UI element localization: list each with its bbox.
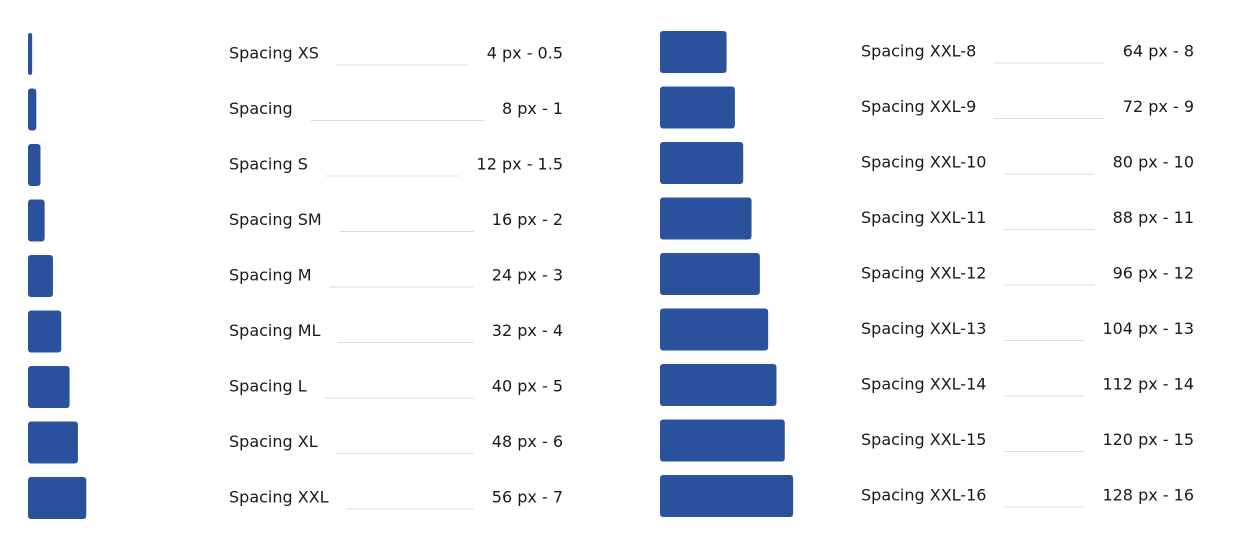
spacing-bar: [660, 364, 777, 406]
spacing-name: Spacing XXL-14: [861, 375, 986, 394]
spacing-bar: [660, 197, 752, 240]
spacing-bar: [28, 421, 78, 464]
spacing-bar: [660, 253, 760, 295]
spacing-bar: [28, 310, 62, 353]
spacing-bar: [660, 31, 727, 73]
spacing-value: 120 px - 15: [1102, 430, 1194, 449]
spacing-name: Spacing XXL: [229, 488, 329, 507]
spacing-value: 96 px - 12: [1113, 264, 1194, 283]
spacing-value: 112 px - 14: [1102, 375, 1194, 394]
spacing-bar: [28, 144, 41, 186]
spacing-value: 4 px - 0.5: [487, 44, 563, 63]
spacing-value: 104 px - 13: [1102, 319, 1194, 338]
spacing-bar: [28, 366, 70, 408]
spacing-value: 48 px - 6: [492, 432, 563, 451]
spacing-name: Spacing XXL-13: [861, 319, 986, 338]
spacing-value: 80 px - 10: [1113, 153, 1194, 172]
spacing-value: 16 px - 2: [492, 210, 563, 229]
spacing-value: 32 px - 4: [492, 321, 563, 340]
spacing-name: Spacing XXL-11: [861, 208, 986, 227]
spacing-value: 40 px - 5: [492, 377, 563, 396]
spacing-name: Spacing S: [229, 155, 308, 174]
spacing-name: Spacing M: [229, 266, 312, 285]
spacing-name: Spacing XXL-16: [861, 486, 986, 505]
spacing-name: Spacing XXL-10: [861, 153, 986, 172]
spacing-name: Spacing ML: [229, 321, 321, 340]
spacing-bar: [660, 475, 794, 517]
spacing-name: Spacing SM: [229, 210, 322, 229]
spacing-name: Spacing XXL-8: [861, 42, 976, 61]
spacing-name: Spacing XL: [229, 432, 318, 451]
spacing-bar: [660, 308, 769, 351]
spacing-bar: [660, 419, 785, 462]
spacing-value: 8 px - 1: [502, 99, 563, 118]
spacing-bar: [28, 477, 87, 519]
spacing-value: 128 px - 16: [1102, 486, 1194, 505]
spacing-name: Spacing L: [229, 377, 307, 396]
spacing-bar: [28, 33, 33, 75]
spacing-value: 88 px - 11: [1113, 208, 1194, 227]
spacing-name: Spacing XS: [229, 44, 319, 63]
spacing-name: Spacing: [229, 99, 293, 118]
spacing-value: 72 px - 9: [1123, 97, 1194, 116]
spacing-bar: [28, 255, 53, 297]
spacing-bar: [28, 88, 37, 131]
spacing-value: 24 px - 3: [492, 266, 563, 285]
spacing-bar: [28, 199, 45, 242]
spacing-value: 56 px - 7: [492, 488, 563, 507]
spacing-value: 64 px - 8: [1123, 42, 1194, 61]
spacing-name: Spacing XXL-15: [861, 430, 986, 449]
spacing-bar: [660, 142, 744, 184]
spacing-name: Spacing XXL-9: [861, 97, 976, 116]
spacing-bar: [660, 86, 735, 129]
spacing-name: Spacing XXL-12: [861, 264, 986, 283]
spacing-value: 12 px - 1.5: [477, 155, 563, 174]
